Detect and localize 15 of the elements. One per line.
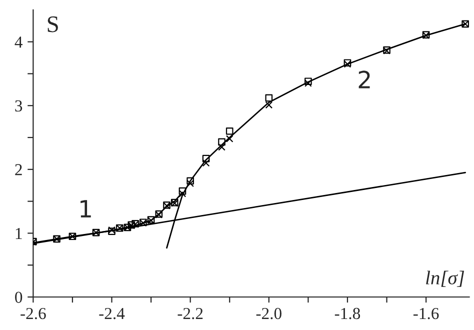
x-tick-label: -2.4 [99, 308, 125, 320]
y-tick-label: 2 [15, 164, 22, 176]
y-tick-label: 4 [14, 36, 23, 48]
annotation: 2 [358, 70, 370, 88]
x-tick-label: -1.6 [413, 308, 439, 320]
x-tick-label: -1.8 [334, 308, 360, 320]
y-tick-label: 1 [16, 228, 22, 239]
x-tick-label: -2.6 [20, 308, 46, 320]
y-tick-label: 3 [15, 100, 22, 112]
x-axis-title: ln[σ] [426, 270, 464, 287]
annotation: 1 [80, 200, 91, 218]
x-tick-label: -2.0 [256, 308, 282, 320]
y-axis-title: S [48, 16, 58, 32]
y-tick-label: 0 [15, 292, 22, 303]
x-tick-label: -2.2 [178, 308, 203, 320]
